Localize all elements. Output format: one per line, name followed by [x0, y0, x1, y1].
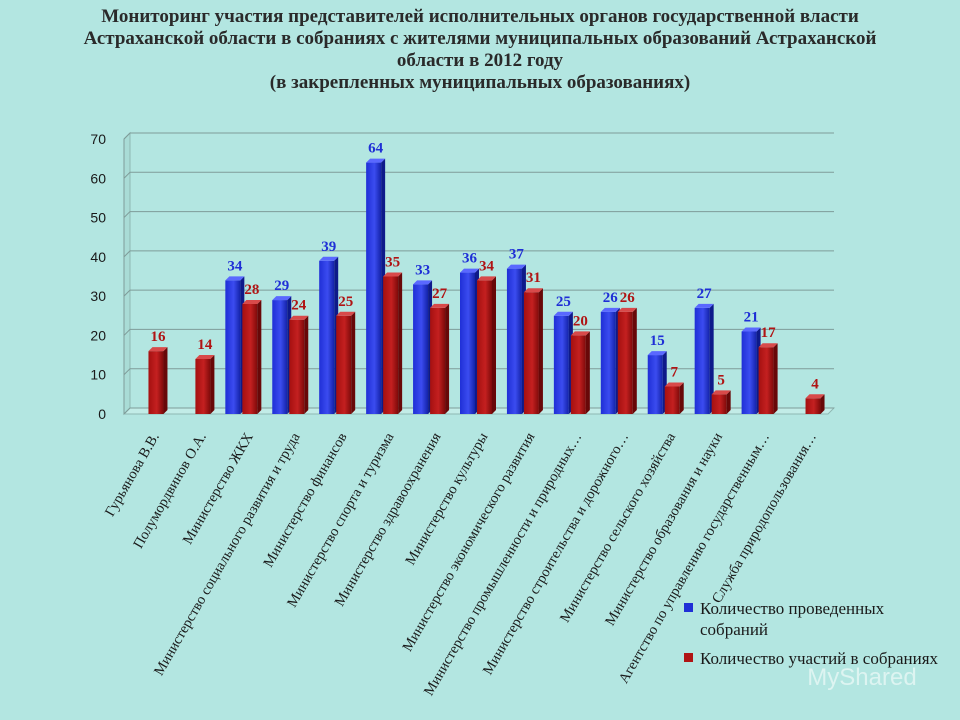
- legend-swatch-series-2: [684, 653, 693, 662]
- grid-line: [123, 250, 834, 258]
- grid-line: [123, 407, 834, 415]
- data-label-series-1: 26: [603, 290, 619, 306]
- bar-series-1: [460, 268, 479, 414]
- bar-series-2: [805, 394, 825, 414]
- data-label-series-1: 64: [368, 141, 384, 157]
- data-label-series-2: 24: [291, 298, 307, 314]
- y-tick-label: 30: [90, 288, 106, 304]
- data-label-series-2: 20: [573, 313, 588, 329]
- bar-series-1: [600, 307, 620, 414]
- data-label-series-2: 35: [385, 255, 400, 271]
- bar-series-2: [523, 288, 543, 414]
- data-label-series-1: 21: [744, 310, 759, 326]
- legend-item-series-2: Количество участий в собраниях: [684, 648, 954, 669]
- y-tick-label: 20: [90, 327, 106, 343]
- bar-series-2: [195, 355, 215, 414]
- data-label-series-2: 28: [244, 282, 259, 298]
- grid-line: [123, 171, 834, 179]
- bar-series-2: [430, 303, 450, 414]
- title-line-3: области в 2012 году: [396, 50, 564, 71]
- bar-series-1: [553, 311, 573, 414]
- bar-series-2: [758, 343, 778, 414]
- y-tick-label: 10: [90, 367, 106, 383]
- bar-series-2: [570, 331, 590, 414]
- data-label-series-2: 26: [620, 290, 636, 306]
- bar-series-1: [366, 158, 386, 414]
- data-label-series-2: 4: [811, 376, 819, 392]
- x-tick-label: Министерство финансов: [260, 430, 350, 570]
- data-label-series-2: 14: [197, 337, 213, 353]
- y-tick-label: 60: [90, 170, 106, 186]
- bar-series-2: [477, 276, 496, 414]
- title-line-2: Астраханской области в собраниях с жител…: [83, 28, 877, 49]
- bar-series-1: [413, 280, 433, 414]
- grid-line: [123, 211, 834, 218]
- grid-lines: [123, 132, 834, 415]
- bar-series-1: [694, 303, 714, 414]
- grid-line: [123, 132, 834, 140]
- data-label-series-1: 36: [462, 251, 478, 267]
- bar-series-2: [148, 347, 168, 414]
- grid-line: [123, 289, 834, 297]
- title-line-4: (в закрепленных муниципальных образовани…: [269, 72, 691, 93]
- bar-series-2: [711, 390, 731, 414]
- data-label-series-1: 34: [227, 258, 243, 274]
- data-label-series-2: 17: [761, 325, 777, 341]
- legend-label-series-1: Количество проведенных собраний: [700, 599, 885, 639]
- data-label-series-1: 27: [697, 286, 713, 302]
- data-label-series-1: 25: [556, 294, 571, 310]
- y-axis: 0 10 20 30 40 50 60 70: [90, 131, 125, 422]
- data-label-series-1: 37: [509, 247, 525, 263]
- x-tick-label: Министерство культуры: [403, 430, 492, 568]
- grid-line: [123, 368, 834, 376]
- data-label-series-1: 33: [415, 262, 430, 278]
- grid-line: [123, 328, 834, 336]
- bar-series-2: [289, 315, 309, 414]
- legend: Количество проведенных собраний Количест…: [684, 598, 954, 677]
- legend-swatch-series-1: [684, 603, 693, 612]
- chart-title: Мониторинг участия представителей исполн…: [0, 6, 960, 94]
- y-tick-label: 50: [90, 210, 106, 226]
- data-label-series-2: 16: [150, 329, 166, 345]
- bar-series-1: [225, 276, 245, 414]
- title-line-1: Мониторинг участия представителей исполн…: [101, 6, 859, 27]
- bar-series-2: [336, 311, 356, 414]
- bar-series-1: [647, 351, 667, 414]
- data-label-series-1: 29: [274, 278, 289, 294]
- legend-item-series-1: Количество проведенных собраний: [684, 598, 954, 640]
- y-tick-label: 70: [90, 131, 106, 147]
- bar-series-1: [506, 264, 526, 414]
- y-tick-label: 40: [90, 249, 106, 265]
- bar-series-1: [741, 327, 761, 414]
- data-label-series-2: 5: [717, 372, 725, 388]
- data-label-series-2: 7: [670, 365, 678, 381]
- bar-series-2: [664, 382, 684, 414]
- legend-label-series-2: Количество участий в собраниях: [700, 649, 939, 668]
- data-label-series-2: 25: [338, 294, 353, 310]
- bar-series-1: [319, 256, 339, 414]
- data-label-series-2: 31: [526, 270, 541, 286]
- bar-series-1: [272, 296, 292, 414]
- bars: [148, 158, 825, 414]
- y-tick-label: 0: [98, 406, 106, 422]
- data-label-series-2: 27: [432, 286, 448, 302]
- data-label-series-1: 39: [321, 239, 336, 255]
- bar-series-2: [242, 300, 262, 414]
- bar-series-2: [617, 307, 637, 414]
- data-label-series-1: 15: [650, 333, 665, 349]
- data-label-series-2: 34: [479, 258, 495, 274]
- watermark-text: MyShared: [807, 664, 916, 691]
- bar-series-2: [383, 272, 403, 414]
